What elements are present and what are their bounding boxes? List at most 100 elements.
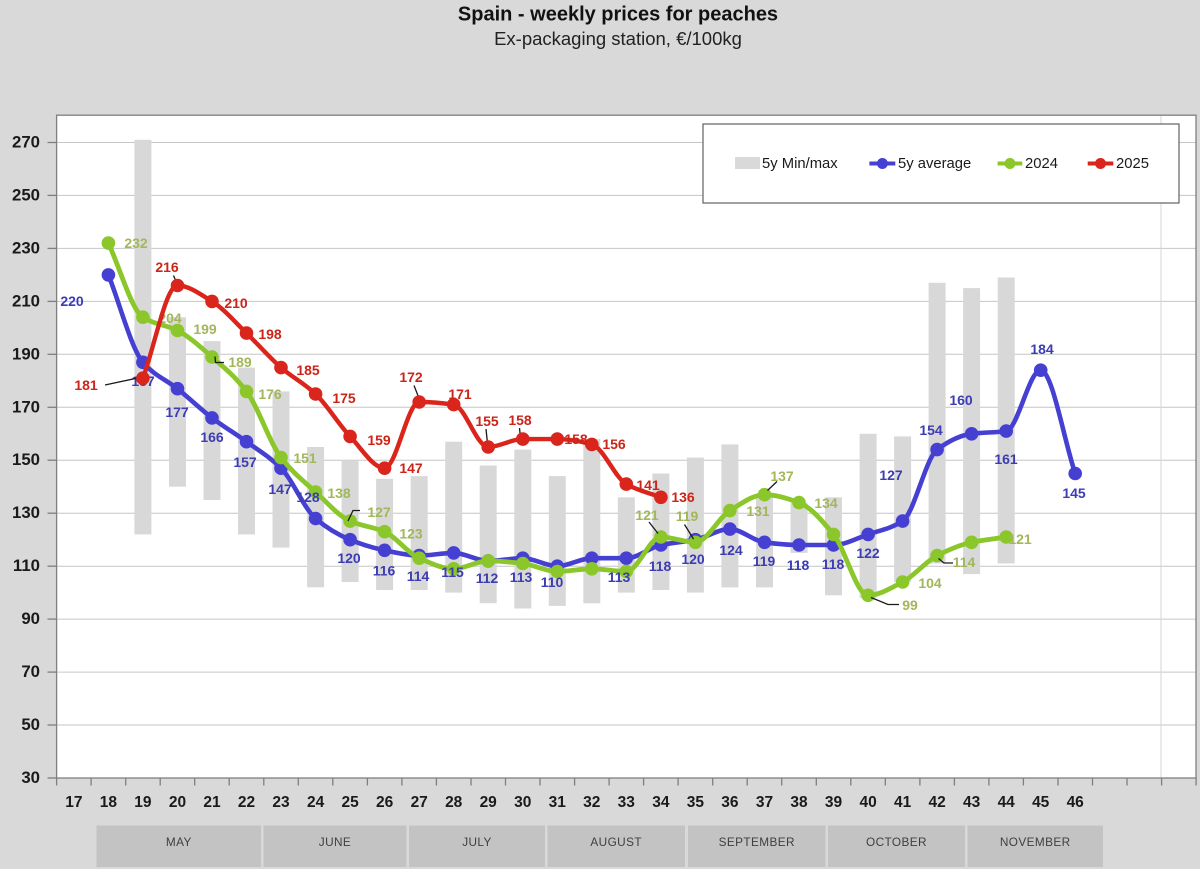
svg-text:37: 37 — [756, 794, 773, 811]
svg-text:151: 151 — [293, 450, 317, 466]
svg-text:210: 210 — [224, 295, 248, 311]
svg-text:119: 119 — [676, 508, 699, 524]
svg-text:38: 38 — [790, 794, 808, 811]
svg-text:43: 43 — [963, 794, 981, 811]
svg-text:AUGUST: AUGUST — [590, 835, 642, 849]
svg-text:127: 127 — [879, 467, 903, 483]
svg-text:2025: 2025 — [1116, 156, 1149, 172]
svg-text:31: 31 — [549, 794, 567, 811]
svg-text:118: 118 — [649, 558, 672, 574]
svg-text:MAY: MAY — [166, 835, 192, 849]
svg-text:18: 18 — [100, 794, 118, 811]
svg-text:70: 70 — [21, 662, 40, 681]
svg-text:110: 110 — [541, 574, 564, 590]
svg-text:161: 161 — [994, 451, 1018, 467]
svg-text:Spain - weekly prices for peac: Spain - weekly prices for peaches — [458, 4, 778, 26]
svg-text:30: 30 — [21, 768, 40, 787]
svg-text:29: 29 — [480, 794, 498, 811]
svg-text:114: 114 — [953, 554, 976, 570]
svg-text:137: 137 — [770, 468, 794, 484]
svg-text:NOVEMBER: NOVEMBER — [1000, 835, 1071, 849]
svg-text:232: 232 — [124, 235, 148, 251]
svg-text:41: 41 — [894, 794, 912, 811]
svg-text:23: 23 — [272, 794, 290, 811]
svg-text:36: 36 — [721, 794, 739, 811]
svg-text:21: 21 — [203, 794, 221, 811]
svg-text:189: 189 — [228, 354, 252, 370]
svg-text:154: 154 — [919, 422, 943, 438]
svg-text:250: 250 — [12, 185, 40, 204]
svg-text:270: 270 — [12, 133, 40, 152]
svg-text:120: 120 — [681, 551, 705, 567]
svg-text:145: 145 — [1062, 485, 1086, 501]
svg-text:177: 177 — [165, 404, 189, 420]
svg-text:50: 50 — [21, 715, 40, 734]
svg-text:25: 25 — [341, 794, 359, 811]
svg-text:32: 32 — [583, 794, 600, 811]
svg-text:158: 158 — [564, 431, 588, 447]
svg-text:150: 150 — [12, 450, 40, 469]
svg-text:99: 99 — [902, 597, 918, 613]
svg-text:42: 42 — [928, 794, 945, 811]
svg-text:160: 160 — [949, 392, 973, 408]
svg-text:121: 121 — [1008, 531, 1032, 547]
svg-text:134: 134 — [814, 495, 838, 511]
svg-text:120: 120 — [337, 550, 361, 566]
svg-text:210: 210 — [12, 291, 40, 310]
svg-text:127: 127 — [367, 504, 391, 520]
svg-text:SEPTEMBER: SEPTEMBER — [719, 835, 795, 849]
svg-text:147: 147 — [268, 481, 292, 497]
svg-text:157: 157 — [233, 454, 257, 470]
svg-text:20: 20 — [169, 794, 186, 811]
svg-text:166: 166 — [200, 429, 224, 445]
svg-text:5y average: 5y average — [898, 156, 971, 172]
svg-text:138: 138 — [327, 485, 351, 501]
svg-text:176: 176 — [258, 386, 282, 402]
svg-text:147: 147 — [399, 460, 423, 476]
svg-text:170: 170 — [12, 397, 40, 416]
svg-text:Ex-packaging station, €/100kg: Ex-packaging station, €/100kg — [494, 28, 742, 49]
svg-text:114: 114 — [407, 568, 430, 584]
svg-text:OCTOBER: OCTOBER — [866, 835, 927, 849]
svg-text:26: 26 — [376, 794, 394, 811]
svg-text:155: 155 — [475, 413, 499, 429]
svg-text:JUNE: JUNE — [319, 835, 351, 849]
svg-text:34: 34 — [652, 794, 670, 811]
svg-text:40: 40 — [859, 794, 876, 811]
svg-text:24: 24 — [307, 794, 325, 811]
svg-text:19: 19 — [134, 794, 152, 811]
svg-text:110: 110 — [13, 556, 40, 575]
svg-text:181: 181 — [74, 377, 98, 393]
svg-text:44: 44 — [998, 794, 1016, 811]
svg-text:27: 27 — [411, 794, 428, 811]
svg-text:104: 104 — [918, 575, 942, 591]
svg-text:220: 220 — [60, 293, 84, 309]
svg-text:171: 171 — [448, 386, 472, 402]
svg-text:190: 190 — [12, 344, 40, 363]
svg-text:119: 119 — [753, 553, 776, 569]
svg-text:115: 115 — [441, 564, 464, 580]
svg-text:35: 35 — [687, 794, 705, 811]
svg-text:141: 141 — [636, 477, 660, 493]
svg-text:230: 230 — [12, 238, 40, 257]
svg-text:5y Min/max: 5y Min/max — [762, 156, 838, 172]
svg-text:118: 118 — [787, 557, 810, 573]
svg-text:199: 199 — [193, 321, 217, 337]
svg-text:30: 30 — [514, 794, 531, 811]
svg-text:121: 121 — [635, 507, 659, 523]
svg-text:198: 198 — [258, 326, 282, 342]
svg-text:113: 113 — [608, 569, 631, 585]
svg-text:159: 159 — [367, 432, 391, 448]
svg-text:124: 124 — [719, 542, 743, 558]
svg-text:JULY: JULY — [462, 835, 492, 849]
svg-text:116: 116 — [373, 563, 396, 579]
svg-text:123: 123 — [399, 526, 423, 542]
svg-text:216: 216 — [155, 259, 179, 275]
svg-text:2024: 2024 — [1025, 156, 1058, 172]
svg-text:112: 112 — [476, 570, 499, 586]
svg-text:113: 113 — [510, 569, 533, 585]
svg-text:184: 184 — [1030, 341, 1054, 357]
svg-text:175: 175 — [332, 390, 356, 406]
svg-text:172: 172 — [399, 369, 423, 385]
svg-text:28: 28 — [445, 794, 463, 811]
